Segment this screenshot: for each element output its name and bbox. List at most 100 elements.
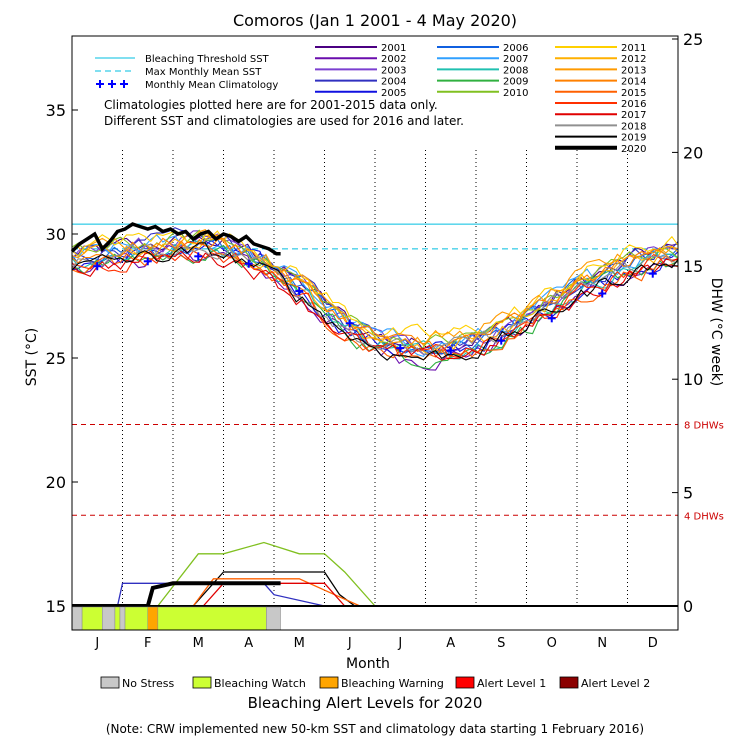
y-right-tick-label: 5 (683, 484, 693, 503)
x-tick-label: J (347, 636, 352, 651)
legend-series-label: 2014 (621, 77, 646, 88)
alert-legend-swatch (455, 676, 475, 689)
climatology-point (547, 314, 556, 323)
dhw-line (157, 541, 376, 607)
y-left-tick-label: 20 (46, 473, 66, 492)
y-right-tick-label: 20 (683, 143, 703, 162)
alert-segment (114, 606, 121, 631)
climatology-point (396, 344, 405, 353)
sst-line-2014 (71, 237, 679, 354)
x-tick-label: J (397, 636, 402, 651)
sst-line-2002 (71, 244, 679, 371)
alert-segment (102, 606, 116, 631)
alert-legend-label: Bleaching Watch (214, 677, 306, 690)
alert-legend-swatch (319, 676, 339, 689)
climatology-point (497, 336, 506, 345)
alert-legend-swatch (100, 676, 120, 689)
note-line-2: Different SST and climatologies are used… (104, 114, 464, 128)
climatology-point (93, 262, 102, 271)
legend-series-label: 2012 (621, 54, 646, 65)
legend-series-label: 2001 (381, 43, 406, 54)
x-tick-label: D (648, 636, 658, 651)
x-tick-label: F (144, 636, 151, 651)
x-tick-label: A (446, 636, 455, 651)
sst-line-2013 (71, 229, 679, 347)
sst-line-2017 (71, 250, 679, 361)
alert-segment (124, 606, 149, 631)
y-left-tick-label: 25 (46, 349, 66, 368)
legend-series-label: 2002 (381, 54, 406, 65)
y-right-tick-label: 15 (683, 257, 703, 276)
climatology-point (598, 289, 607, 298)
legend-label: Monthly Mean Climatology (145, 80, 278, 91)
legend: Bleaching Threshold SST Max Monthly Mean … (95, 43, 646, 155)
climatology-point (446, 346, 455, 355)
alert-legend-label: No Stress (122, 677, 175, 690)
legend-series-label: 2004 (381, 77, 406, 88)
climatology-point (194, 252, 203, 261)
y-left-tick-label: 15 (46, 597, 66, 616)
alert-segment (119, 606, 126, 631)
y-axis-left-label: SST (°C) (24, 328, 40, 386)
legend-series-label: 2008 (503, 65, 528, 76)
alert-legend-label: Alert Level 1 (477, 677, 546, 690)
sst-line-2019 (71, 242, 679, 361)
plot-frame (71, 35, 679, 631)
legend-label: Bleaching Threshold SST (145, 54, 270, 65)
legend-series-label: 2011 (621, 43, 646, 54)
alert-legend: No Stress Bleaching Watch Bleaching Warnin… (100, 676, 650, 690)
sst-line-2007 (71, 234, 679, 358)
legend-series-label: 2017 (621, 110, 646, 121)
legend-series-label: 2020 (621, 144, 646, 155)
axes: J F M A M J J A S O N D 15 20 25 30 35 0 5 10 15 20 25 (46, 30, 704, 651)
x-tick-label: N (597, 636, 607, 651)
chart-title: Comoros (Jan 1 2001 - 4 May 2020) (233, 11, 517, 30)
legend-series-label: 2003 (381, 65, 406, 76)
legend-series-label: 2006 (503, 43, 528, 54)
y-right-tick-label: 10 (683, 370, 703, 389)
alert-segment (266, 606, 281, 631)
note-line-1: Climatologies plotted here are for 2001-… (104, 98, 438, 112)
alert-segment (157, 606, 267, 631)
x-tick-label: M (294, 636, 305, 651)
alert-title: Bleaching Alert Levels for 2020 (248, 694, 483, 712)
x-tick-label: A (244, 636, 253, 651)
y-right-tick-label: 0 (683, 597, 693, 616)
legend-series-label: 2005 (381, 88, 406, 99)
alert-segment (81, 606, 103, 631)
sst-line-2020 (70, 222, 281, 256)
alert-segment (147, 606, 159, 631)
legend-label: Max Monthly Mean SST (145, 67, 262, 78)
dhw-threshold-label: 8 DHWs (684, 421, 724, 432)
legend-series-label: 2019 (621, 133, 646, 144)
alert-legend-label: Alert Level 2 (581, 677, 650, 690)
y-axis-right-label: DHW (°C week) (708, 278, 724, 387)
legend-series-label: 2016 (621, 99, 646, 110)
reference-lines: 8 DHWs 4 DHWs (72, 223, 724, 522)
y-left-tick-label: 35 (46, 101, 66, 120)
legend-series-label: 2018 (621, 121, 646, 132)
legend-series-label: 2009 (503, 77, 528, 88)
y-right-tick-label: 25 (683, 30, 703, 49)
alert-segment (71, 606, 83, 631)
footnote: (Note: CRW implemented new 50-km SST and… (105, 722, 645, 736)
alert-legend-swatch (559, 676, 579, 689)
alert-legend-label: Bleaching Warning (341, 677, 444, 690)
alert-legend-swatch (192, 676, 212, 689)
climatology-point (143, 257, 152, 266)
legend-series-label: 2013 (621, 65, 646, 76)
x-tick-label: J (94, 636, 99, 651)
alert-bar (71, 606, 281, 631)
climatology-point (345, 319, 354, 328)
sst-series (70, 222, 679, 371)
dhw-series (72, 541, 678, 608)
dhw-threshold-label: 4 DHWs (684, 511, 724, 522)
dhw-line-2020 (72, 581, 281, 608)
legend-series-label: 2007 (503, 54, 528, 65)
climatology-point (244, 259, 253, 268)
x-tick-label: S (497, 636, 505, 651)
sst-line-2012 (71, 234, 679, 356)
climatology-point (295, 287, 304, 296)
legend-series-label: 2015 (621, 88, 646, 99)
